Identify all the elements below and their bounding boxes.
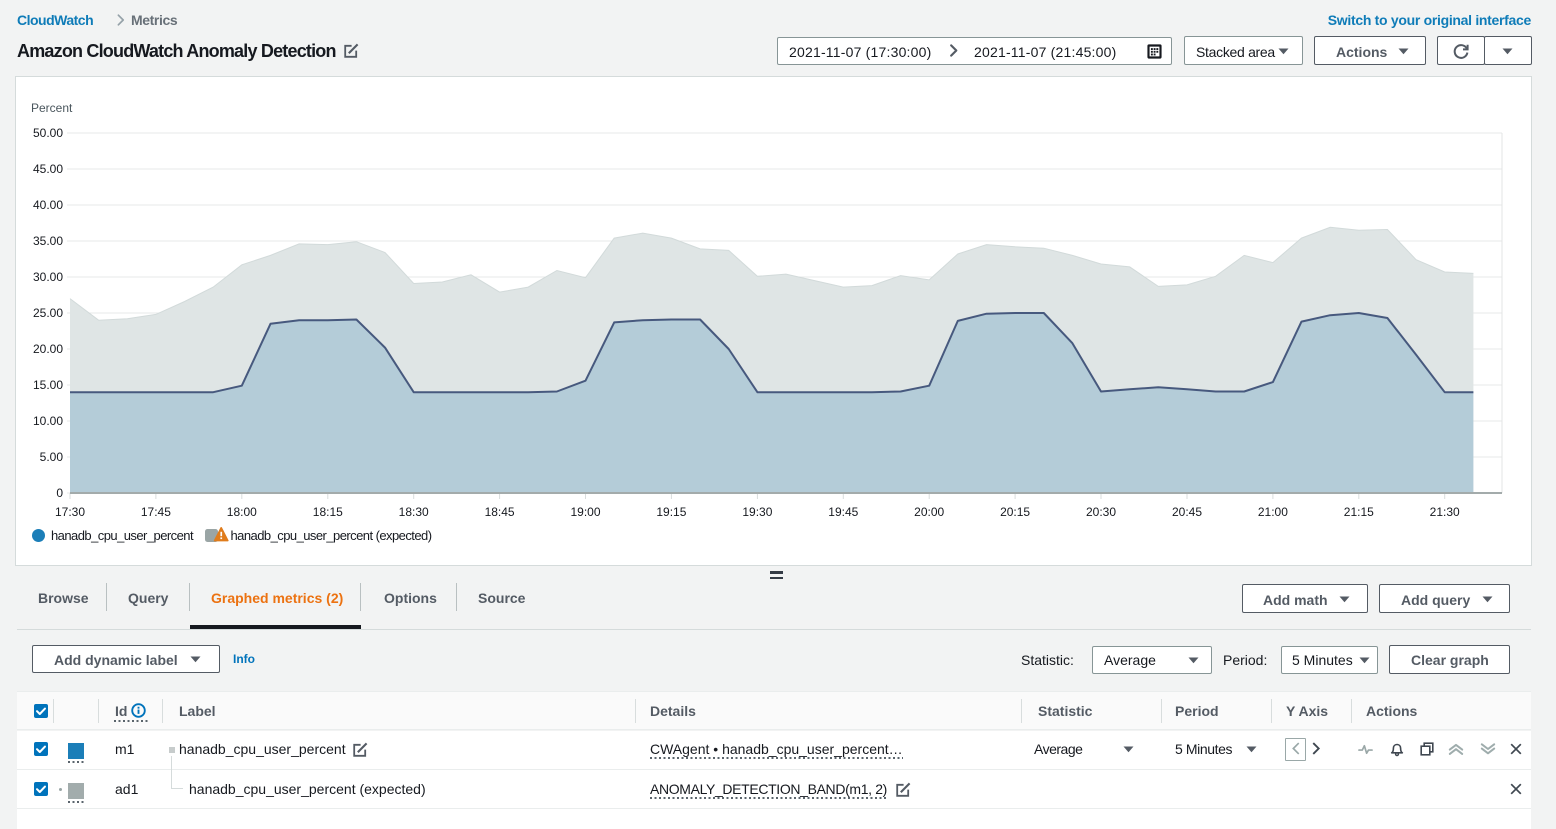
svg-text:15.00: 15.00 bbox=[33, 378, 63, 392]
svg-text:hanadb_cpu_user_percent: hanadb_cpu_user_percent bbox=[51, 528, 194, 543]
svg-text:19:45: 19:45 bbox=[828, 505, 858, 519]
svg-text:10.00: 10.00 bbox=[33, 414, 63, 428]
svg-text:35.00: 35.00 bbox=[33, 234, 63, 248]
svg-text:30.00: 30.00 bbox=[33, 270, 63, 284]
svg-text:25.00: 25.00 bbox=[33, 306, 63, 320]
svg-text:20.00: 20.00 bbox=[33, 342, 63, 356]
svg-text:21:30: 21:30 bbox=[1430, 505, 1460, 519]
svg-text:21:00: 21:00 bbox=[1258, 505, 1288, 519]
svg-text:18:00: 18:00 bbox=[227, 505, 257, 519]
svg-text:19:00: 19:00 bbox=[570, 505, 600, 519]
svg-text:20:00: 20:00 bbox=[914, 505, 944, 519]
svg-text:20:15: 20:15 bbox=[1000, 505, 1030, 519]
svg-text:18:15: 18:15 bbox=[313, 505, 343, 519]
svg-text:21:15: 21:15 bbox=[1344, 505, 1374, 519]
svg-text:5.00: 5.00 bbox=[40, 450, 64, 464]
svg-text:40.00: 40.00 bbox=[33, 198, 63, 212]
svg-text:17:45: 17:45 bbox=[141, 505, 171, 519]
svg-text:18:30: 18:30 bbox=[399, 505, 429, 519]
svg-text:20:45: 20:45 bbox=[1172, 505, 1202, 519]
svg-text:17:30: 17:30 bbox=[55, 505, 85, 519]
svg-text:50.00: 50.00 bbox=[33, 126, 63, 140]
svg-text:0: 0 bbox=[56, 486, 63, 500]
svg-text:hanadb_cpu_user_percent (expec: hanadb_cpu_user_percent (expected) bbox=[231, 528, 432, 543]
svg-text:18:45: 18:45 bbox=[485, 505, 515, 519]
svg-text:Percent: Percent bbox=[31, 101, 73, 115]
svg-text:19:30: 19:30 bbox=[742, 505, 772, 519]
svg-text:45.00: 45.00 bbox=[33, 162, 63, 176]
svg-text:20:30: 20:30 bbox=[1086, 505, 1116, 519]
svg-text:19:15: 19:15 bbox=[656, 505, 686, 519]
